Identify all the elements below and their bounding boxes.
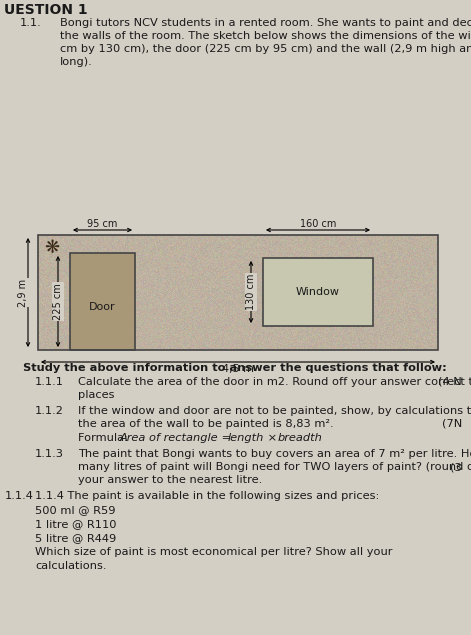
Text: 1.1.4: 1.1.4 — [5, 491, 34, 501]
Bar — [263, 258, 373, 326]
Text: Door: Door — [89, 302, 116, 312]
Text: 2,9 m: 2,9 m — [18, 278, 28, 307]
Text: 500 ml @ R59: 500 ml @ R59 — [35, 505, 115, 515]
Text: ×: × — [264, 433, 281, 443]
Text: places: places — [78, 390, 114, 400]
Text: The paint that Bongi wants to buy covers an area of 7 m² per litre. How: The paint that Bongi wants to buy covers… — [78, 449, 471, 459]
Text: 4,5 m: 4,5 m — [222, 364, 254, 374]
Text: (3: (3 — [450, 462, 462, 472]
Bar — [70, 253, 135, 350]
Text: ❋: ❋ — [44, 239, 59, 257]
Text: 1.1.1: 1.1.1 — [35, 377, 64, 387]
Text: (4 N: (4 N — [438, 377, 462, 387]
Text: Calculate the area of the door in m2. Round off your answer correct to two decim: Calculate the area of the door in m2. Ro… — [78, 377, 471, 387]
Bar — [38, 235, 438, 350]
Text: long).: long). — [60, 57, 93, 67]
Text: Bongi tutors NCV students in a rented room. She wants to paint and decorate one : Bongi tutors NCV students in a rented ro… — [60, 18, 471, 28]
Text: 1.1.2: 1.1.2 — [35, 406, 64, 416]
Text: 1 litre @ R110: 1 litre @ R110 — [35, 519, 116, 529]
Text: 130 cm: 130 cm — [246, 274, 256, 310]
Text: (7N: (7N — [442, 419, 462, 429]
Text: the area of the wall to be painted is 8,83 m².: the area of the wall to be painted is 8,… — [78, 419, 333, 429]
Text: 1.1.3: 1.1.3 — [35, 449, 64, 459]
Text: calculations.: calculations. — [35, 561, 106, 571]
Text: cm by 130 cm), the door (225 cm by 95 cm) and the wall (2,9 m high and 4,5 m: cm by 130 cm), the door (225 cm by 95 cm… — [60, 44, 471, 54]
Text: the walls of the room. The sketch below shows the dimensions of the window (160: the walls of the room. The sketch below … — [60, 31, 471, 41]
Text: =: = — [218, 433, 235, 443]
Text: 160 cm: 160 cm — [300, 219, 336, 229]
Text: 5 litre @ R449: 5 litre @ R449 — [35, 533, 116, 543]
Text: Area of rectangle: Area of rectangle — [120, 433, 219, 443]
Text: 95 cm: 95 cm — [87, 219, 118, 229]
Text: length: length — [228, 433, 264, 443]
Text: your answer to the nearest litre.: your answer to the nearest litre. — [78, 475, 262, 485]
Text: 1.1.4 The paint is available in the following sizes and prices:: 1.1.4 The paint is available in the foll… — [35, 491, 379, 501]
Text: 1.1.: 1.1. — [20, 18, 42, 28]
Text: Formula:: Formula: — [78, 433, 131, 443]
Text: Window: Window — [296, 287, 340, 297]
Text: many litres of paint will Bongi need for TWO layers of paint? (round off: many litres of paint will Bongi need for… — [78, 462, 471, 472]
Text: Study the above information to answer the questions that follow:: Study the above information to answer th… — [23, 363, 447, 373]
Text: breadth: breadth — [278, 433, 323, 443]
Text: If the window and door are not to be painted, show, by calculations that: If the window and door are not to be pai… — [78, 406, 471, 416]
Text: 225 cm: 225 cm — [53, 283, 63, 320]
Text: UESTION 1: UESTION 1 — [4, 3, 88, 17]
Text: Which size of paint is most economical per litre? Show all your: Which size of paint is most economical p… — [35, 547, 392, 557]
